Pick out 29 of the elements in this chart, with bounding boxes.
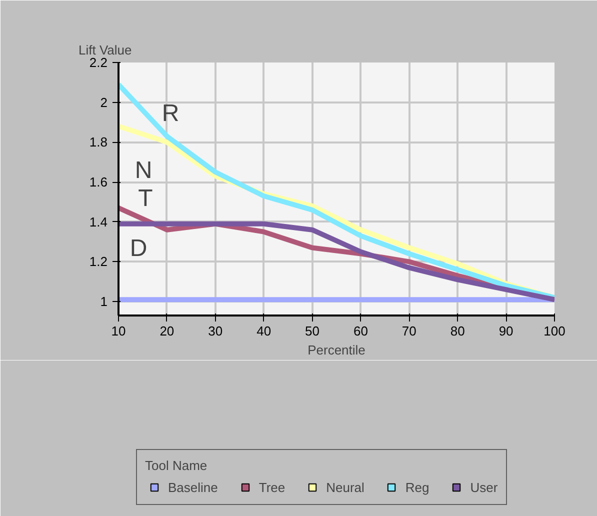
x-tick-label: 30 <box>208 324 223 338</box>
x-axis-title: Percentile <box>308 342 366 358</box>
x-tick-label: 70 <box>402 324 416 338</box>
y-tick-label: 1.8 <box>89 134 108 150</box>
annotation: D <box>130 235 148 262</box>
y-tick-label: 2.2 <box>89 55 108 70</box>
x-tick-label: 80 <box>450 324 465 338</box>
y-tick-label: 1 <box>100 294 108 310</box>
legend-label: Reg <box>405 480 430 494</box>
y-tick-label: 1.6 <box>89 174 108 190</box>
x-tick-label: 50 <box>305 324 320 338</box>
y-axis-title: Lift Value <box>78 42 132 58</box>
legend-label: Tree <box>258 480 286 494</box>
y-tick-label: 1.4 <box>89 214 108 230</box>
annotation: R <box>162 100 180 127</box>
legend-label: User <box>470 480 498 494</box>
x-tick-label: 10 <box>111 324 126 338</box>
legend-label: Neural <box>326 480 364 494</box>
annotation: N <box>134 157 152 184</box>
y-tick-label: 2 <box>100 94 108 110</box>
annotation: T <box>138 185 154 212</box>
x-tick-label: 100 <box>544 324 566 338</box>
x-tick-label: 90 <box>498 324 514 338</box>
x-tick-label: 60 <box>353 324 368 338</box>
x-tick-label: 40 <box>256 324 272 338</box>
x-tick-label: 20 <box>160 324 174 338</box>
y-tick-label: 1.2 <box>89 254 108 270</box>
legend-label: Baseline <box>168 480 218 494</box>
legend-title: Tool Name <box>145 458 208 473</box>
